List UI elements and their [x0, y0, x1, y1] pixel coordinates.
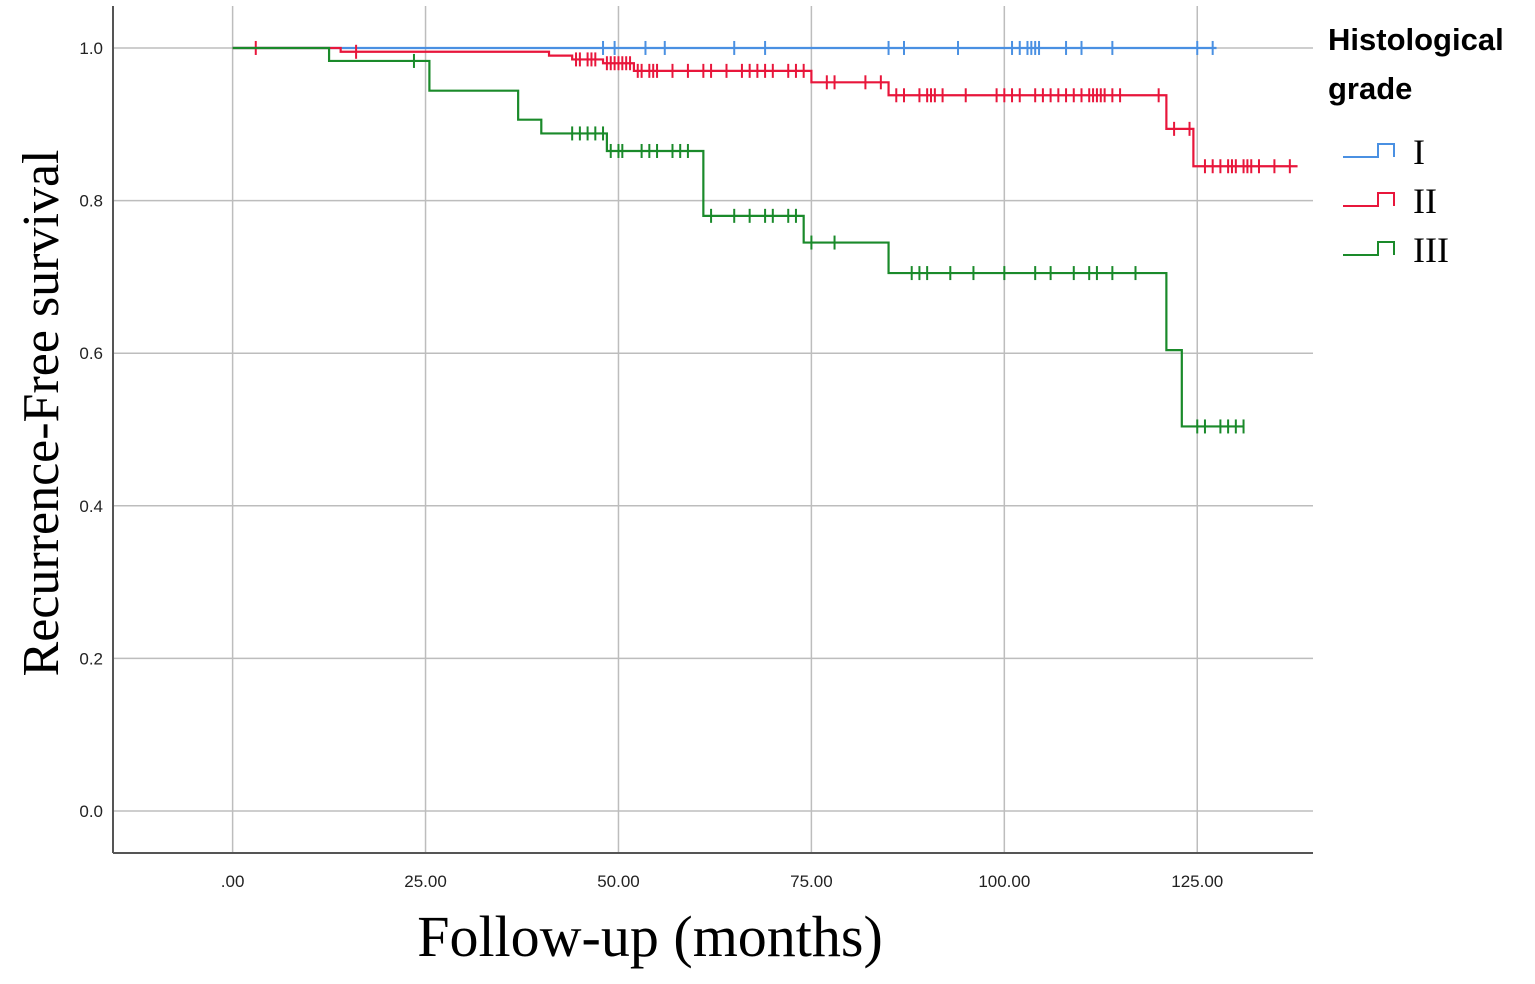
x-axis-title: Follow-up (months)	[417, 904, 883, 969]
series-line-III	[232, 46, 1244, 428]
series-line-II	[232, 46, 1298, 168]
series-lines	[232, 40, 1298, 434]
y-axis-title: Recurrence-Free survival	[13, 150, 70, 677]
legend-item-I: I	[1343, 132, 1425, 172]
series-III	[232, 46, 1245, 434]
series-II	[232, 40, 1298, 174]
axes	[112, 6, 1313, 854]
legend-title-line-1: Histological	[1328, 22, 1504, 57]
y-tick-label: 0.0	[79, 802, 103, 821]
y-tick-label: 0.2	[79, 649, 103, 668]
x-tick-label: 50.00	[597, 872, 640, 891]
series-I	[232, 40, 1217, 55]
x-tick-label: 75.00	[790, 872, 833, 891]
legend-label: II	[1413, 181, 1437, 221]
legend-label: III	[1413, 230, 1449, 270]
x-tick-label: 25.00	[404, 872, 447, 891]
y-tick-label: 0.4	[79, 497, 103, 516]
legend-swatch	[1343, 192, 1395, 207]
tick-labels: 0.0 0.2 0.4 0.6 0.8 1.0 .00 25.00 50.00 75.00 100.…	[79, 39, 1223, 891]
x-tick-label: 100.00	[978, 872, 1030, 891]
legend-label: I	[1413, 132, 1425, 172]
y-tick-label: 0.6	[79, 344, 103, 363]
x-tick-label: .00	[221, 872, 245, 891]
legend-title-line-2: grade	[1328, 71, 1412, 106]
legend-item-III: III	[1343, 230, 1449, 270]
y-tick-label: 1.0	[79, 39, 103, 58]
x-tick-label: 125.00	[1171, 872, 1223, 891]
legend-swatch	[1343, 143, 1395, 158]
legend-swatch	[1343, 241, 1395, 256]
grid	[113, 6, 1313, 853]
legend-item-II: II	[1343, 181, 1437, 221]
y-tick-label: 0.8	[79, 192, 103, 211]
